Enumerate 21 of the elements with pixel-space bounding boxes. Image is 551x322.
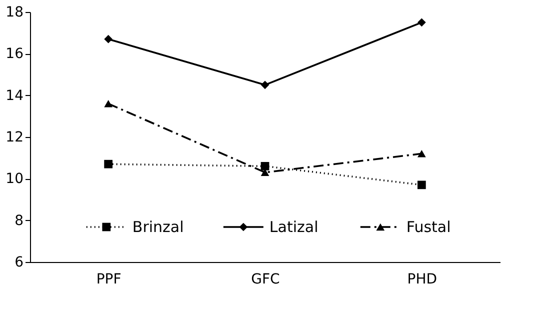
x-tick-label: PHD	[407, 272, 438, 288]
legend-label: Latizal	[269, 218, 318, 236]
legend-label: Brinzal	[132, 218, 184, 236]
y-tick-label: 6	[14, 254, 24, 270]
point	[417, 150, 426, 158]
y-tick-label: 10	[6, 171, 24, 188]
point	[417, 18, 426, 27]
x-tick-label: GFC	[251, 272, 280, 288]
point	[104, 100, 113, 108]
point	[260, 162, 270, 170]
y-tick-label: 8	[14, 212, 24, 229]
point	[104, 160, 113, 168]
y-tick-label: 18	[6, 4, 24, 20]
y-tick-label: 12	[6, 130, 24, 146]
legend-label: Fustal	[406, 218, 451, 236]
point	[104, 34, 113, 44]
x-tick-label: PPF	[96, 272, 122, 288]
point	[417, 180, 426, 190]
y-tick-label: 16	[6, 46, 24, 62]
y-tick-label: 14	[6, 88, 24, 104]
point	[260, 80, 270, 90]
